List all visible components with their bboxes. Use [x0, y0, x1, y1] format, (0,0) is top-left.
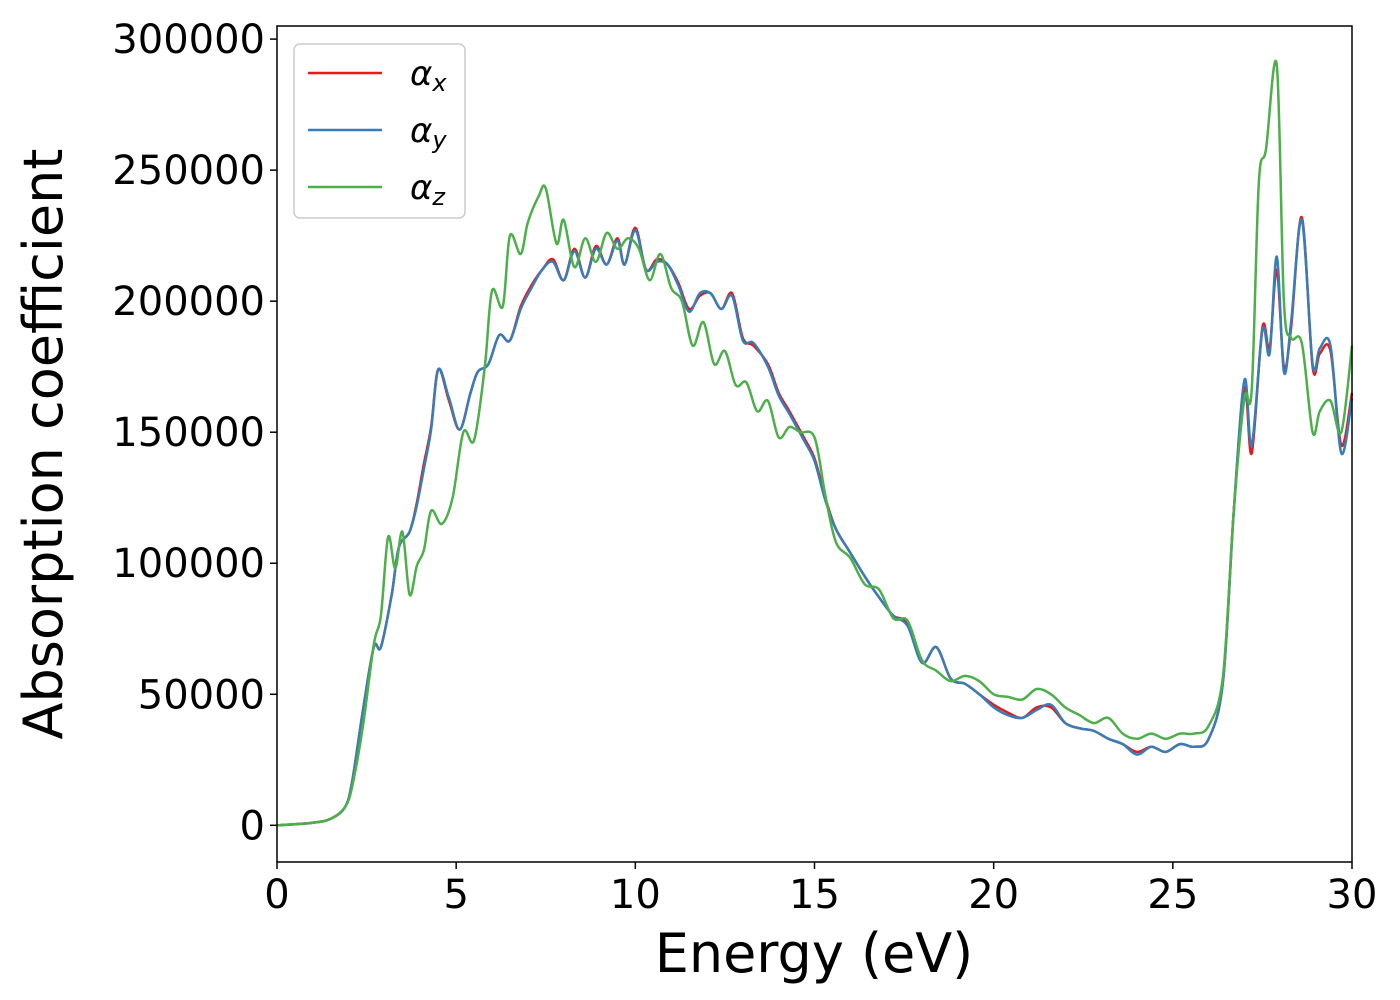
x-tick-label: 25	[1147, 872, 1198, 918]
y-tick-label: 150000	[112, 410, 265, 456]
x-tick-label: 0	[264, 872, 289, 918]
plot-lines	[276, 60, 1354, 827]
y-tick-label: 50000	[138, 672, 265, 718]
legend-label-z: αz	[410, 168, 446, 211]
y-tick-label: 100000	[112, 541, 265, 587]
y-tick-label: 300000	[112, 17, 265, 63]
x-tick-label: 30	[1327, 872, 1378, 918]
legend-entries: αx αy αz	[308, 54, 447, 211]
legend: αx αy αz	[293, 43, 466, 219]
x-axis-label: Energy (eV)	[655, 922, 974, 985]
y-tick-label: 250000	[112, 148, 265, 194]
x-axis-ticks: 0 5 10 15 20 25 30	[264, 862, 1377, 918]
x-tick-label: 5	[443, 872, 468, 918]
y-axis-ticks: 0 50000 100000 150000 200000 250000 300000	[112, 17, 277, 849]
y-tick-label: 0	[240, 803, 265, 849]
x-tick-label: 15	[789, 872, 840, 918]
x-tick-label: 20	[968, 872, 1019, 918]
x-tick-label: 10	[610, 872, 661, 918]
series-line-z	[276, 60, 1354, 827]
y-tick-label: 200000	[112, 279, 265, 325]
legend-label-y: αy	[410, 111, 447, 154]
legend-label-x: αx	[410, 54, 447, 97]
y-axis-label: Absorption coefficient	[12, 149, 75, 740]
